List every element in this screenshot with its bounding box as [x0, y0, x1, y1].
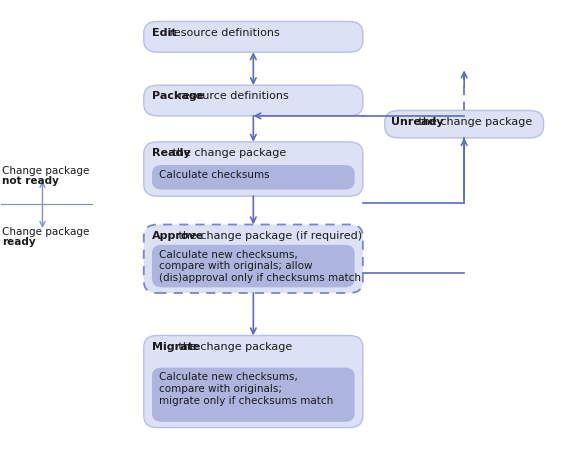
Text: Calculate checksums: Calculate checksums: [159, 170, 269, 180]
Text: the change package: the change package: [169, 148, 286, 158]
FancyBboxPatch shape: [144, 335, 363, 428]
Text: Change package: Change package: [2, 166, 89, 176]
Text: the change package: the change package: [176, 342, 293, 352]
FancyBboxPatch shape: [152, 368, 355, 422]
Text: ready: ready: [2, 238, 35, 247]
Text: resource definitions: resource definitions: [166, 28, 279, 38]
Text: the change package: the change package: [415, 116, 532, 127]
Text: the change package (if required): the change package (if required): [176, 231, 362, 241]
FancyBboxPatch shape: [144, 225, 363, 293]
FancyBboxPatch shape: [144, 21, 363, 52]
FancyBboxPatch shape: [152, 245, 355, 287]
Text: Approve: Approve: [152, 231, 204, 241]
Text: Calculate new checksums,
compare with originals;
migrate only if checksums match: Calculate new checksums, compare with or…: [159, 372, 333, 406]
Text: Ready: Ready: [152, 148, 191, 158]
Text: Package: Package: [152, 91, 204, 101]
Text: not ready: not ready: [2, 176, 59, 186]
Text: Edit: Edit: [152, 28, 177, 38]
FancyBboxPatch shape: [385, 111, 544, 138]
Text: resource definitions: resource definitions: [176, 91, 289, 101]
Text: Change package: Change package: [2, 228, 89, 238]
Text: Migrate: Migrate: [152, 342, 200, 352]
Text: Calculate new checksums,
compare with originals; allow
(dis)approval only if che: Calculate new checksums, compare with or…: [159, 249, 361, 283]
Text: Unready: Unready: [392, 116, 444, 127]
FancyBboxPatch shape: [152, 165, 355, 190]
FancyBboxPatch shape: [144, 85, 363, 116]
FancyBboxPatch shape: [144, 142, 363, 196]
